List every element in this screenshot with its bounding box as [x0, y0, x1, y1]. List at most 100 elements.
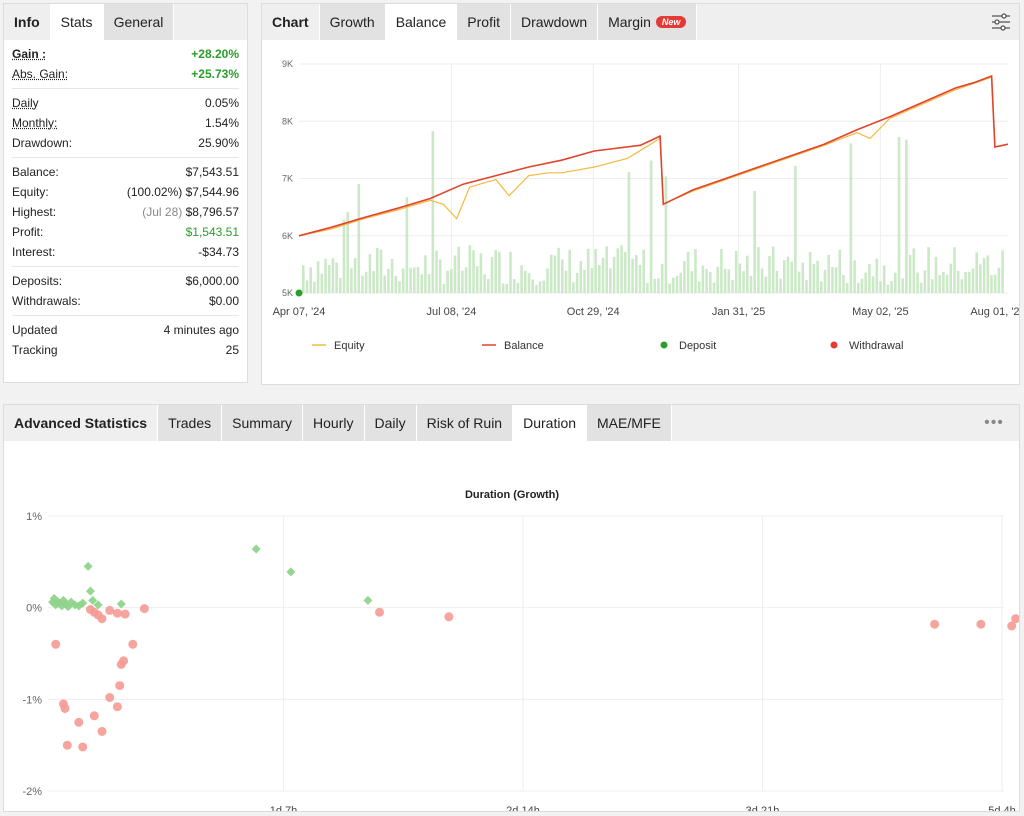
loser-point: [120, 609, 130, 619]
volume-bar: [649, 160, 653, 293]
deposits-value: $6,000.00: [185, 274, 239, 288]
volume-bar: [801, 262, 805, 293]
x-tick-label: 1d 7h: [270, 805, 298, 811]
x-tick-label: Oct 29, '24: [567, 306, 620, 318]
volume-bar: [971, 268, 975, 293]
tab-trades[interactable]: Trades: [158, 405, 223, 441]
volume-bar: [390, 258, 394, 293]
volume-bar: [561, 259, 564, 293]
tab-chart[interactable]: Chart: [262, 4, 320, 40]
tab-summary[interactable]: Summary: [222, 405, 304, 441]
volume-bar: [849, 143, 853, 293]
volume-bar: [834, 267, 838, 293]
x-tick-label: Aug 01, '25: [970, 306, 1019, 318]
volume-bar: [642, 249, 645, 293]
volume-bar: [779, 278, 782, 293]
tab-daily[interactable]: Daily: [364, 405, 417, 441]
loser-point: [1011, 614, 1021, 624]
loser-point: [51, 639, 61, 649]
loser-point: [74, 717, 84, 727]
tab-info[interactable]: Info: [4, 4, 51, 40]
tab-advanced-statistics[interactable]: Advanced Statistics: [4, 405, 159, 441]
drawdown-value: 25.90%: [198, 136, 239, 150]
interest-label: Interest:: [12, 245, 56, 259]
profit-label: Profit:: [12, 225, 44, 239]
volume-bar: [993, 274, 997, 293]
volume-bar: [764, 276, 768, 293]
volume-bar: [538, 281, 542, 293]
tab-profit[interactable]: Profit: [457, 4, 511, 40]
ellipsis-icon[interactable]: •••: [984, 414, 1004, 431]
volume-bar: [757, 247, 760, 293]
volume-bar: [431, 131, 435, 293]
volume-bar: [816, 260, 819, 293]
abs-gain-label[interactable]: Abs. Gain:: [12, 67, 69, 81]
volume-bar: [683, 261, 686, 293]
tab-risk-of-ruin[interactable]: Risk of Ruin: [416, 405, 514, 441]
legend-label: Withdrawal: [849, 340, 903, 352]
tab-balance[interactable]: Balance: [385, 4, 458, 40]
loser-point: [97, 726, 107, 736]
loser-point: [115, 681, 125, 691]
volume-bar: [387, 268, 390, 293]
monthly-value: 1.54%: [204, 116, 239, 130]
gain-value: +28.20%: [191, 47, 239, 61]
volume-bar: [797, 271, 801, 293]
volume-bar: [398, 281, 401, 293]
equity-percent: (100.02%): [126, 185, 183, 199]
x-tick-label: Jan 31, '25: [712, 306, 765, 318]
volume-bar: [342, 219, 346, 293]
sliders-icon[interactable]: [983, 4, 1019, 40]
volume-bar: [376, 247, 379, 293]
volume-bar: [494, 250, 497, 293]
loser-point: [128, 639, 138, 649]
loser-point: [62, 740, 72, 750]
winner-point: [88, 595, 98, 605]
drawdown-label: Drawdown:: [12, 136, 73, 150]
volume-bar: [316, 261, 320, 293]
volume-bar: [472, 250, 475, 293]
account-stats-panel: Info Stats General Gain : +28.20% Abs. Ga…: [3, 3, 248, 383]
volume-bar: [416, 266, 420, 293]
volume-bar: [990, 274, 993, 293]
volume-bar: [383, 275, 386, 293]
volume-bar: [942, 271, 945, 293]
volume-bar: [483, 274, 486, 293]
tab-stats[interactable]: Stats: [50, 4, 104, 40]
tab-general[interactable]: General: [103, 4, 175, 40]
monthly-label[interactable]: Monthly:: [12, 116, 58, 130]
volume-bar: [442, 284, 446, 293]
balance-label: Balance:: [12, 165, 59, 179]
volume-bar: [931, 279, 934, 293]
tab-drawdown[interactable]: Drawdown: [510, 4, 599, 40]
tab-margin[interactable]: Margin New: [598, 4, 698, 40]
loser-point: [139, 604, 149, 614]
volume-bar: [723, 268, 727, 293]
loser-point: [976, 619, 986, 629]
volume-bar: [956, 270, 960, 293]
volume-bar: [916, 272, 919, 293]
updated-value: 4 minutes ago: [163, 323, 239, 337]
tab-growth[interactable]: Growth: [319, 4, 386, 40]
tab-duration[interactable]: Duration: [513, 405, 588, 441]
winner-point: [363, 595, 373, 605]
tab-hourly[interactable]: Hourly: [303, 405, 365, 441]
volume-bar: [401, 268, 405, 293]
gain-label[interactable]: Gain :: [12, 47, 47, 61]
chart-tabs: Chart Growth Balance Profit Drawdown Mar…: [262, 4, 1019, 40]
volume-bar: [586, 248, 590, 293]
volume-bar: [675, 275, 679, 293]
balance-line: [298, 74, 1009, 237]
volume-bar: [727, 269, 731, 293]
volume-bar: [635, 254, 638, 293]
tab-mae-mfe[interactable]: MAE/MFE: [587, 405, 672, 441]
volume-bar: [331, 258, 335, 293]
volume-bar: [324, 258, 327, 293]
x-tick-label: 2d 14h: [506, 805, 540, 811]
volume-bar: [305, 280, 309, 293]
daily-label[interactable]: Daily: [12, 96, 39, 110]
new-badge: New: [655, 16, 687, 28]
volume-bar: [790, 261, 793, 293]
volume-bar: [549, 254, 553, 293]
volume-bar: [446, 270, 449, 293]
